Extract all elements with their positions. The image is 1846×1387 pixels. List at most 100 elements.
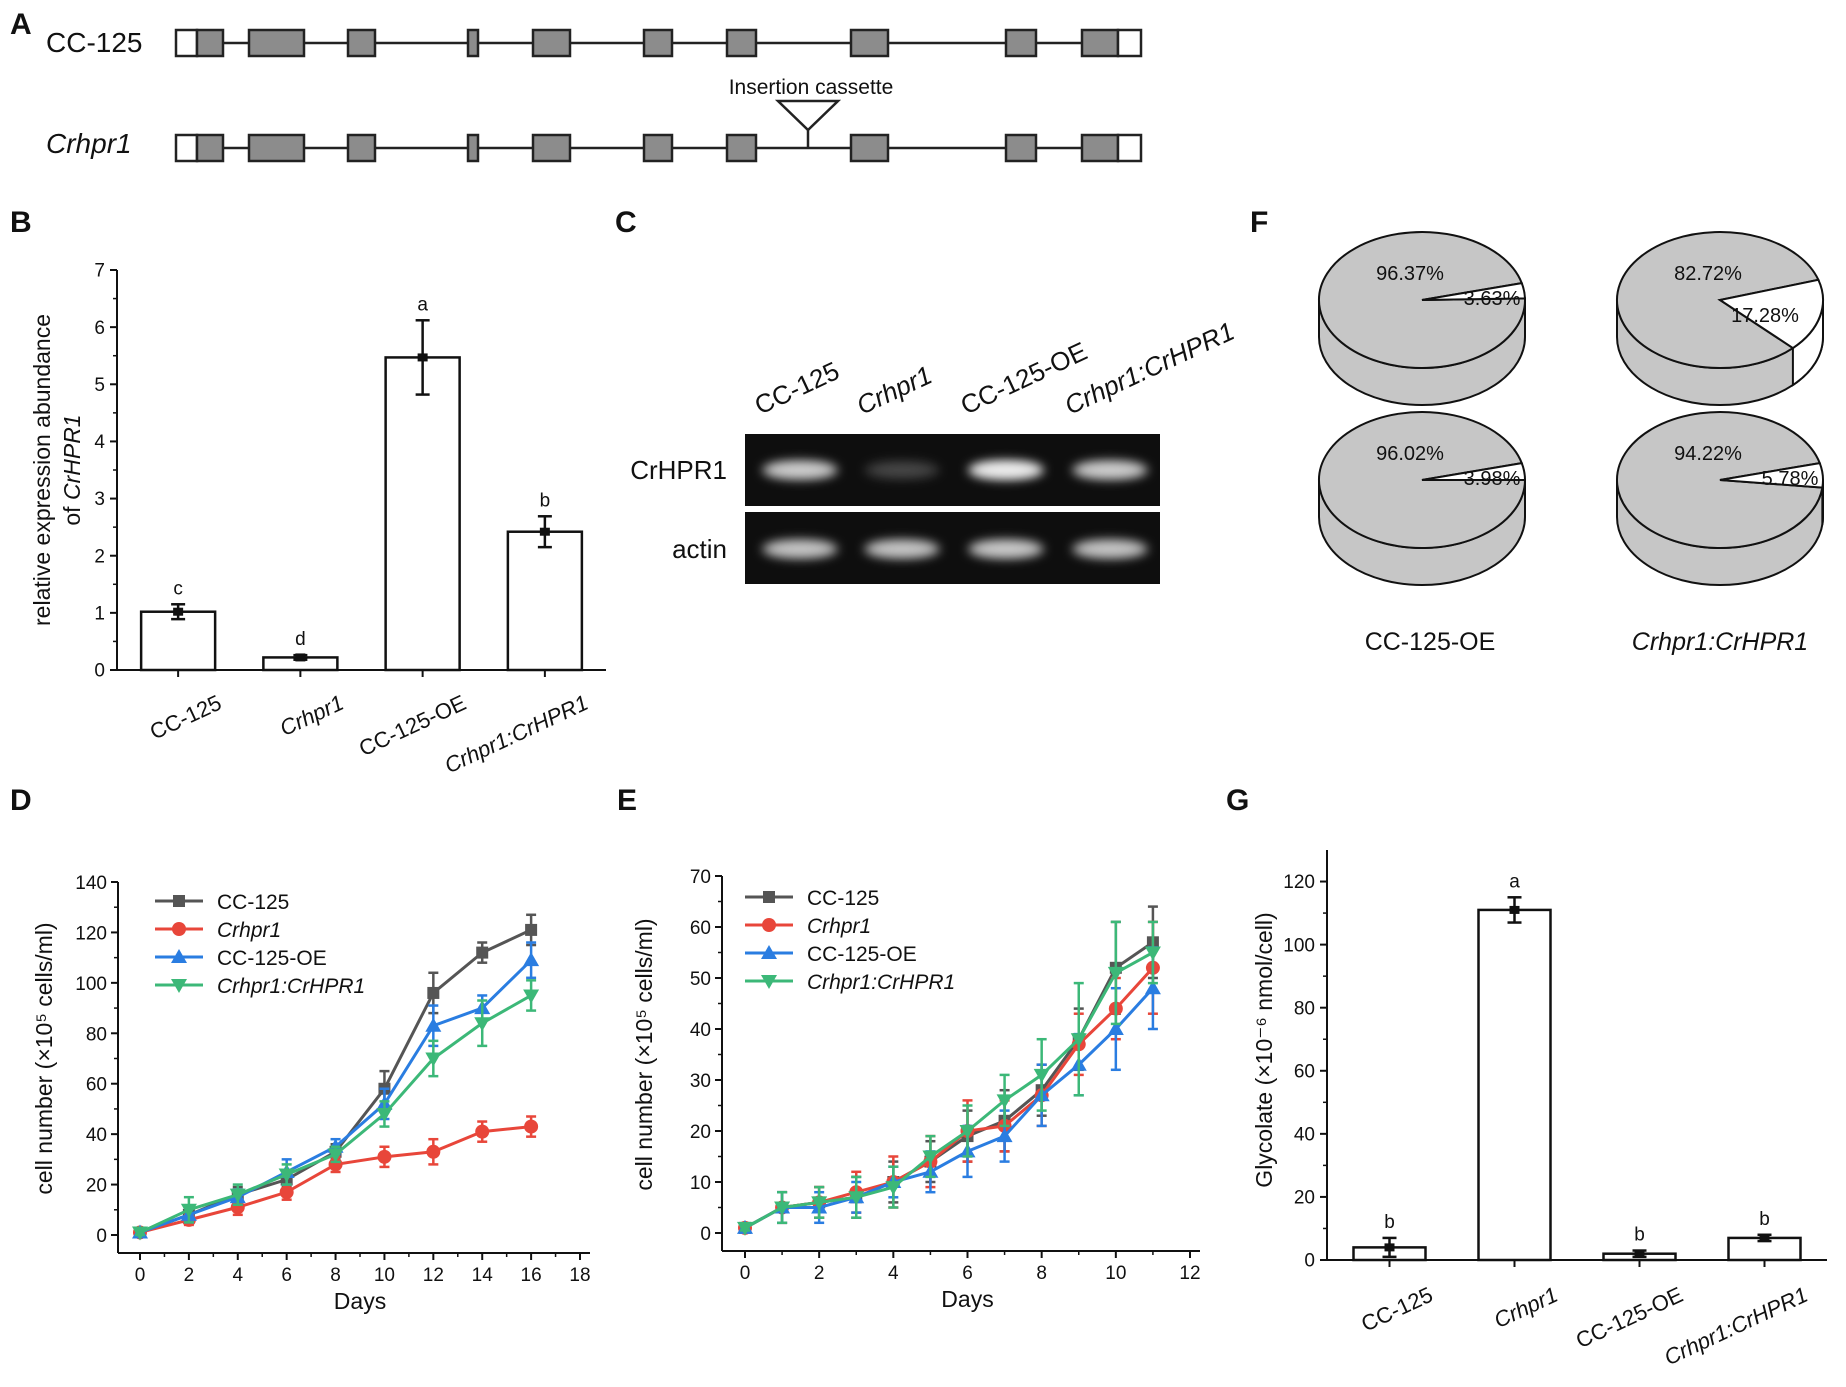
y-tick-label: 20 <box>1294 1188 1315 1209</box>
insertion-cassette-label: Insertion cassette <box>729 76 894 99</box>
y-tick-label: 120 <box>75 923 107 944</box>
x-tick-label: Crhpr1:CrHPR1 <box>1660 1282 1811 1370</box>
y-tick-label: 7 <box>94 261 105 282</box>
pie-major-percent: 94.22% <box>1674 443 1742 465</box>
x-tick-label: 8 <box>1036 1263 1047 1284</box>
point-circle <box>475 1124 490 1139</box>
gel-lane-label: CC-125 <box>750 355 844 420</box>
x-tick-label: Crhpr1 <box>276 690 348 741</box>
significance-letter: b <box>1634 1225 1645 1246</box>
pie-slice-major <box>1616 411 1824 550</box>
pie-crhpr1: 82.72%17.28%Crhpr1 <box>1616 231 1824 451</box>
y-tick-label: 80 <box>86 1024 107 1045</box>
point-triangle-up <box>761 945 777 959</box>
point-triangle-up <box>1144 980 1161 995</box>
legend-label-cc-125: CC-125 <box>807 887 879 910</box>
series-crhpr1 <box>133 1115 539 1240</box>
x-tick-label: 14 <box>472 1265 494 1286</box>
y-tick-label: 140 <box>75 873 107 894</box>
point-triangle-down <box>1033 1068 1050 1083</box>
x-tick-label: 6 <box>281 1265 292 1286</box>
gel-band-core <box>872 544 932 554</box>
point-triangle-down <box>327 1148 344 1163</box>
exon-box <box>531 133 572 163</box>
point-square <box>427 986 440 999</box>
significance-letter: c <box>173 578 183 599</box>
bar-mean-marker <box>295 653 306 662</box>
point-triangle-down <box>848 1191 865 1206</box>
panel-d-growth-line-chart: 0 20 40 60 80 100 120 140 0 2 4 6 8 10 12 14 16 18 Days cel… <box>31 873 591 1314</box>
exon-box <box>849 133 890 163</box>
pie-minor-percent: 5.78% <box>1762 468 1819 490</box>
utr-box <box>1116 28 1143 58</box>
x-tick-label: 8 <box>330 1265 341 1286</box>
point-triangle-up <box>996 1128 1013 1143</box>
point-square <box>173 895 185 907</box>
point-circle <box>524 1119 539 1134</box>
pie-crhpr1-crhpr1: 94.22% 5.78% Crhpr1:CrHPR1 <box>1616 411 1825 656</box>
bar-mean-marker <box>1759 1233 1770 1242</box>
legend-label-crhpr1: Crhpr1 <box>807 915 871 938</box>
point-triangle-down <box>811 1196 828 1211</box>
point-triangle-down <box>922 1150 939 1165</box>
y-tick-label: 2 <box>94 546 105 567</box>
legend-label-cc-125-oe: CC-125-OE <box>217 947 327 970</box>
point-triangle-down <box>959 1125 976 1139</box>
y-tick-label: 4 <box>94 432 105 453</box>
x-tick-label: CC-125 <box>146 690 225 745</box>
panel-b-expression-bar-chart: 01234567cCC-125dCrhpr1aCC-125-OEbCrhpr1:… <box>29 261 606 778</box>
y-tick-label: 0 <box>1304 1251 1315 1272</box>
pie-minor-percent: 17.28% <box>1731 305 1799 327</box>
exon-box <box>466 28 480 58</box>
bar-mean-marker <box>417 353 428 362</box>
point-triangle-down <box>132 1226 148 1241</box>
y-tick-label: 40 <box>690 1020 711 1041</box>
panel-letter-f: F <box>1250 206 1268 239</box>
gene-model-wild-type <box>174 28 1143 58</box>
panel-letter-g: G <box>1226 784 1249 817</box>
panel-e-growth-line-chart: 0 10 20 30 40 50 60 70 0 2 4 6 8 10 12 Days cell number … <box>631 867 1201 1312</box>
point-triangle-up <box>425 1017 442 1032</box>
series-line <box>744 987 1155 1230</box>
point-square <box>525 923 538 936</box>
exon-box <box>1004 28 1038 58</box>
panel-f-pie-charts: 96.37%3.63%CC-12582.72%17.28%Crhpr196.02… <box>1318 231 1825 656</box>
panel-letter-a: A <box>10 8 32 41</box>
point-triangle-down <box>171 979 187 993</box>
series-crhpr1-crhpr1 <box>737 920 1161 1236</box>
x-tick-label: CC-125 <box>1357 1282 1436 1337</box>
panel-letters: A B C F D E G <box>10 8 1268 817</box>
series-line <box>744 966 1155 1230</box>
gel-band-core <box>976 544 1036 554</box>
pie-major-percent: 96.37% <box>1376 263 1444 285</box>
x-tick-label: 18 <box>569 1265 590 1286</box>
point-circle <box>426 1144 441 1159</box>
bar-mean-marker <box>173 607 184 616</box>
bar-cc-125-oe <box>384 356 461 672</box>
exon-box <box>195 28 225 58</box>
y-tick-label: 60 <box>690 918 711 939</box>
exon-box <box>1080 133 1120 163</box>
bar-mean-marker <box>1384 1243 1395 1252</box>
point-triangle-down <box>523 989 540 1004</box>
pie-minor-percent: 3.63% <box>1464 288 1521 310</box>
utr-box <box>174 133 199 163</box>
pie-major-percent: 82.72% <box>1674 263 1742 285</box>
utr-box <box>1116 133 1143 163</box>
legend-label-cc-125-oe: CC-125-OE <box>807 943 917 966</box>
gene-label-mutant: Crhpr1 <box>46 128 132 159</box>
y-tick-label: 50 <box>690 969 711 990</box>
point-triangle-down <box>180 1203 197 1218</box>
bar-crhpr1-crhpr1 <box>506 530 584 672</box>
y-tick-label: 6 <box>94 318 105 339</box>
x-tick-label: 4 <box>232 1265 243 1286</box>
y-axis-title: cell number (×10⁵ cells/ml) <box>631 918 657 1190</box>
pie-slice-major <box>1616 231 1820 369</box>
gel-band-core <box>770 544 830 554</box>
pie-cc-125-oe: 96.02% 3.98% CC-125-OE <box>1318 411 1527 656</box>
series-crhpr1-crhpr1 <box>132 979 540 1241</box>
x-axis-title: Days <box>334 1288 386 1314</box>
gel-row-label-crhpr1: CrHPR1 <box>630 455 727 485</box>
pie-major-percent: 96.02% <box>1376 443 1444 465</box>
